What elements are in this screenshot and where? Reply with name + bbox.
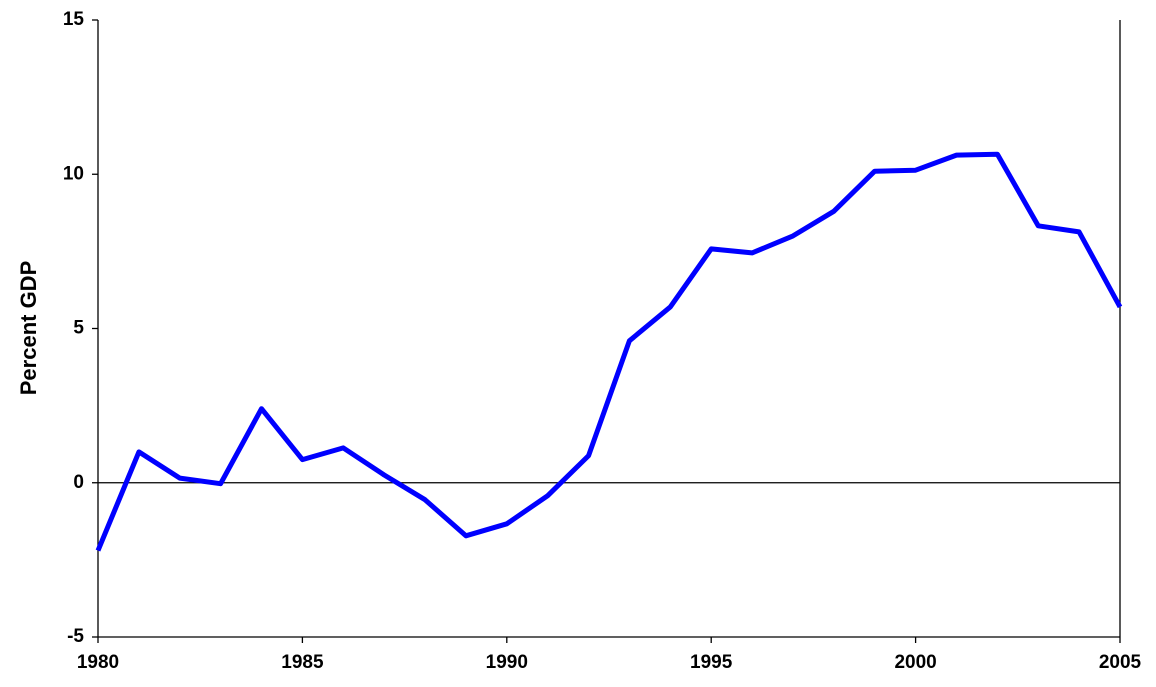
y-tick-label: 10	[63, 163, 84, 184]
y-tick-label: 0	[73, 472, 84, 493]
x-tick-label: 2005	[1099, 652, 1142, 673]
y-axis-label: Percent GDP	[16, 261, 41, 396]
x-tick-label: 1985	[281, 652, 324, 673]
y-tick-label: -5	[67, 626, 84, 647]
y-tick-label: 5	[73, 318, 84, 339]
x-tick-label: 2000	[894, 652, 936, 673]
x-tick-label: 1990	[486, 652, 528, 673]
data-line	[95, 151, 1123, 552]
x-tick-label: 1995	[690, 652, 733, 673]
y-tick-label: 15	[63, 9, 85, 30]
x-tick-label: 1980	[77, 652, 119, 673]
